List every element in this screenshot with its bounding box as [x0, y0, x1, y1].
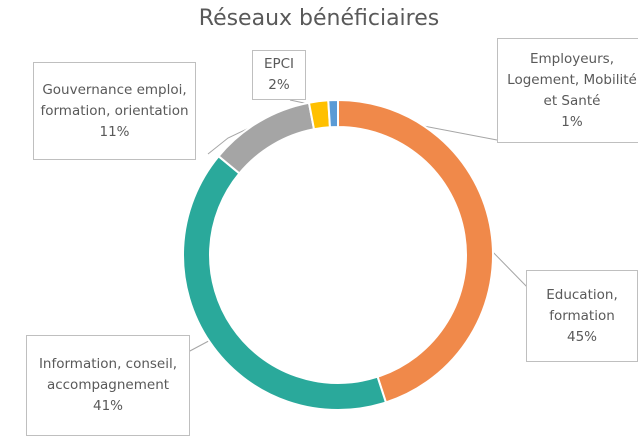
data-label: Education, formation 45% [526, 270, 638, 362]
donut-segment [337, 98, 494, 404]
label-value: 45% [566, 328, 597, 345]
donut-segment [182, 154, 388, 411]
label-category: Education, formation [546, 286, 618, 324]
label-value: 1% [561, 113, 583, 130]
data-label: Information, conseil, accompagnement 41% [26, 335, 190, 436]
label-value: 41% [92, 398, 123, 414]
label-category: Gouvernance emploi, formation, orientati… [40, 81, 189, 119]
data-label: EPCI 2% [252, 50, 306, 100]
label-value: 2% [268, 77, 290, 93]
label-category: Employeurs, Logement, Mobilité et Santé [507, 50, 637, 109]
donut-segment [327, 98, 339, 129]
donut-segment [217, 101, 316, 175]
data-label: Employeurs, Logement, Mobilité et Santé 1… [497, 38, 638, 143]
chart-title: Réseaux bénéficiaires [198, 6, 440, 31]
label-category: Information, conseil, accompagnement [38, 356, 178, 393]
data-label: Gouvernance emploi, formation, orientati… [33, 62, 196, 160]
label-category: EPCI [263, 56, 295, 72]
label-value: 11% [99, 123, 130, 140]
